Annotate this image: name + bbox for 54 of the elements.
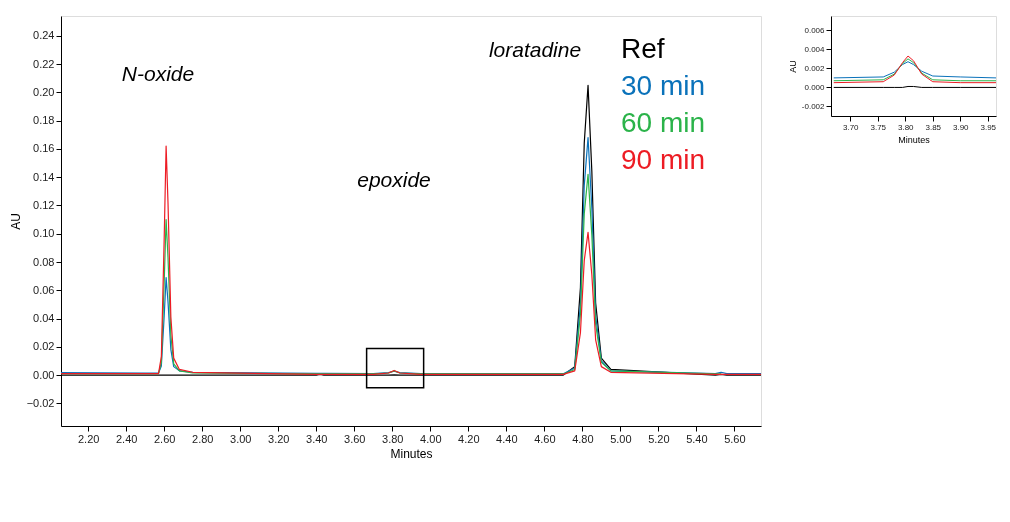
x-axis-title: Minutes: [390, 446, 433, 461]
x-tick-label: 3.40: [306, 432, 328, 445]
x-tick-label: 4.00: [420, 432, 442, 445]
x-tick-label: 4.60: [534, 432, 556, 445]
text: 90 min: [621, 144, 706, 175]
x-tick-label: 5.60: [724, 432, 746, 445]
annotation: loratadine: [488, 38, 582, 61]
y-tick-label: 0.24: [33, 29, 55, 42]
x-tick-label: 3.00: [230, 432, 252, 445]
x-tick-label: 2.20: [77, 432, 100, 445]
y-tick-label: 0.00: [33, 368, 55, 381]
y-tick-label: 0.10: [33, 227, 55, 240]
series-label: 30 min: [621, 70, 706, 101]
x-tick-label: 5.20: [648, 432, 670, 445]
y-tick-label: 0.18: [33, 114, 55, 127]
annotation: N-oxide: [121, 62, 195, 85]
y-axis-title: AU: [787, 60, 798, 73]
y-tick-label: 0.002: [804, 63, 826, 73]
x-tick-label: 4.40: [496, 432, 518, 445]
y-tick-label: 0.22: [33, 57, 55, 70]
series-label: 60 min: [621, 107, 706, 138]
x-tick-label: 3.20: [268, 432, 290, 445]
x-tick-label: 3.90: [952, 122, 970, 132]
y-tick-label: 0.20: [33, 85, 55, 98]
x-tick-label: 3.95: [980, 122, 997, 132]
x-tick-label: 3.80: [897, 122, 915, 132]
y-tick-label: 0.04: [33, 312, 55, 325]
x-tick-label: 5.00: [610, 432, 632, 445]
y-tick-label: −0.02: [26, 396, 55, 409]
annotation: epoxide: [357, 168, 431, 191]
y-tick-label: 0.004: [804, 44, 826, 54]
y-tick-label: 0.16: [33, 142, 55, 155]
x-tick-label: 2.40: [115, 432, 138, 445]
x-tick-label: 3.70: [842, 122, 860, 132]
y-tick-label: 0.14: [33, 170, 55, 183]
x-tick-label: 3.80: [382, 432, 404, 445]
x-tick-label: 4.20: [458, 432, 480, 445]
x-tick-label: 5.40: [686, 432, 708, 445]
x-tick-label: 2.80: [192, 432, 214, 445]
y-tick-label: 0.000: [804, 82, 826, 92]
x-tick-label: 2.60: [153, 432, 176, 445]
x-axis-title: Minutes: [898, 134, 931, 145]
x-tick-label: 3.85: [925, 122, 942, 132]
y-tick-label: 0.12: [33, 198, 55, 211]
y-tick-label: 0.06: [33, 283, 55, 296]
x-tick-label: 3.60: [344, 432, 366, 445]
series-label: Ref: [621, 33, 665, 64]
y-axis-title: AU: [8, 213, 23, 230]
y-tick-label: 0.006: [804, 25, 826, 35]
y-tick-label: -0.002: [801, 101, 826, 111]
x-tick-label: 4.80: [572, 432, 594, 445]
y-tick-label: 0.02: [33, 340, 55, 353]
y-tick-label: 0.08: [33, 255, 55, 268]
x-tick-label: 3.75: [870, 122, 887, 132]
